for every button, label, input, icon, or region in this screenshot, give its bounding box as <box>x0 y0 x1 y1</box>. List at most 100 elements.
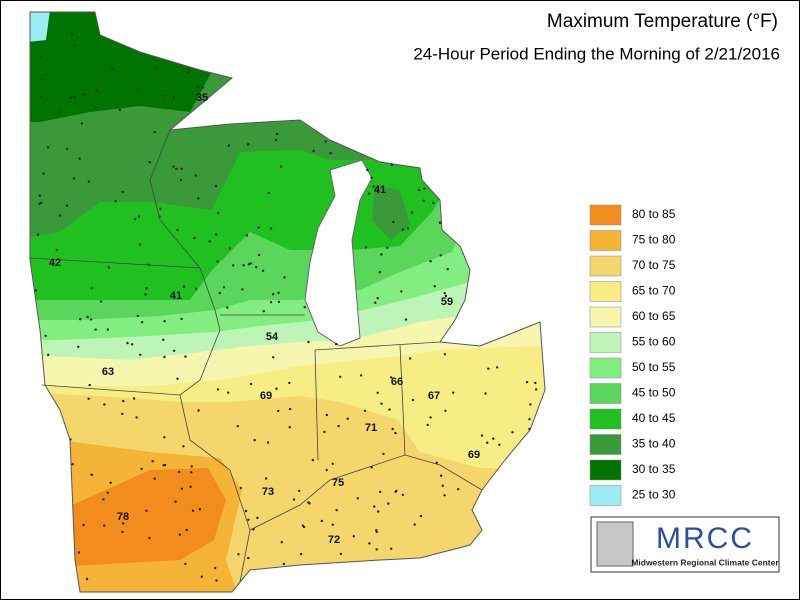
station-dot <box>172 165 175 168</box>
station-dot <box>190 471 193 474</box>
logo-icon <box>596 521 634 567</box>
legend-swatch <box>589 281 622 302</box>
station-label: 78 <box>117 511 129 523</box>
station-dot <box>324 140 327 143</box>
legend-swatch <box>589 255 622 277</box>
station-dot <box>439 254 442 257</box>
station-dot <box>189 485 192 488</box>
station-dot <box>376 297 379 300</box>
station-dot <box>535 388 538 391</box>
station-dot <box>78 157 81 160</box>
station-dot <box>331 523 334 526</box>
station-dot <box>148 161 151 164</box>
station-dot <box>172 96 175 99</box>
station-dot <box>391 427 394 431</box>
station-dot <box>269 227 273 230</box>
station-dot <box>363 409 367 412</box>
station-dot <box>323 430 326 434</box>
station-dot <box>247 263 250 266</box>
station-dot <box>426 423 429 427</box>
station-dot <box>528 418 531 421</box>
station-dot <box>40 56 43 59</box>
station-dot <box>163 320 166 323</box>
station-dot <box>40 96 43 99</box>
station-dot <box>187 70 190 74</box>
station-dot <box>429 260 432 263</box>
station-dot <box>130 343 134 346</box>
station-dot <box>282 562 286 566</box>
legend-swatch <box>589 332 622 353</box>
station-dot <box>246 143 250 146</box>
station-dot <box>198 508 201 511</box>
station-dot <box>103 524 106 527</box>
station-dot <box>432 201 435 205</box>
station-dot <box>215 233 218 236</box>
station-dot <box>200 575 203 578</box>
station-dot <box>308 502 311 505</box>
logo: MRCC Midwestern Regional Climate Center <box>590 516 780 573</box>
station-dot <box>237 553 240 556</box>
station-dot <box>487 367 490 370</box>
legend-swatch <box>589 204 622 226</box>
station-dot <box>126 341 129 345</box>
station-dot <box>226 306 229 309</box>
station-dot <box>496 366 499 369</box>
station-dot <box>163 355 166 359</box>
station-dot <box>433 285 436 288</box>
station-dot <box>429 416 432 419</box>
station-dot <box>411 398 415 402</box>
station-dot <box>368 542 371 545</box>
station-dot <box>401 493 405 497</box>
station-dot <box>374 301 377 304</box>
station-dot <box>277 300 281 304</box>
legend-label: 30 to 35 <box>632 462 676 476</box>
temperature-zone <box>30 12 50 42</box>
station-dot <box>443 494 446 497</box>
station-dot <box>148 536 151 540</box>
station-dot <box>73 95 76 99</box>
station-dot <box>417 189 421 192</box>
station-dot <box>401 228 405 231</box>
station-dot <box>135 416 138 419</box>
legend-label: 80 to 85 <box>632 207 676 221</box>
station-dot <box>184 355 187 358</box>
station-dot <box>122 399 125 403</box>
station-dot <box>386 246 389 249</box>
station-dot <box>136 314 139 318</box>
station-dot <box>82 523 85 527</box>
station-dot <box>419 514 423 518</box>
station-dot <box>216 388 220 391</box>
station-label: 59 <box>441 296 453 308</box>
station-dot <box>366 168 369 172</box>
station-dot <box>145 509 148 512</box>
station-dot <box>390 163 393 167</box>
station-dot <box>249 382 253 386</box>
station-dot <box>58 214 62 217</box>
station-dot <box>153 477 156 480</box>
station-label: 72 <box>328 534 340 546</box>
station-dot <box>325 468 328 472</box>
station-dot <box>71 32 74 36</box>
station-dot <box>197 197 200 200</box>
station-dot <box>214 566 217 570</box>
station-dot <box>307 340 310 344</box>
station-dot <box>107 266 111 269</box>
station-dot <box>337 424 340 428</box>
station-dot <box>77 551 81 554</box>
legend-label: 75 to 80 <box>632 233 676 247</box>
station-dot <box>121 190 125 193</box>
station-dot <box>423 187 426 190</box>
station-dot <box>380 402 383 405</box>
station-dot <box>73 44 76 47</box>
legend-swatch <box>589 434 622 455</box>
station-dot <box>222 286 226 289</box>
station-dot <box>72 177 76 180</box>
station-dot <box>382 452 385 456</box>
region-outline <box>29 11 546 593</box>
station-dot <box>77 345 80 348</box>
legend-swatch <box>589 230 622 251</box>
station-dot <box>215 579 218 582</box>
station-dot <box>457 488 460 491</box>
station-dot <box>103 403 106 406</box>
station-dot <box>176 228 179 232</box>
